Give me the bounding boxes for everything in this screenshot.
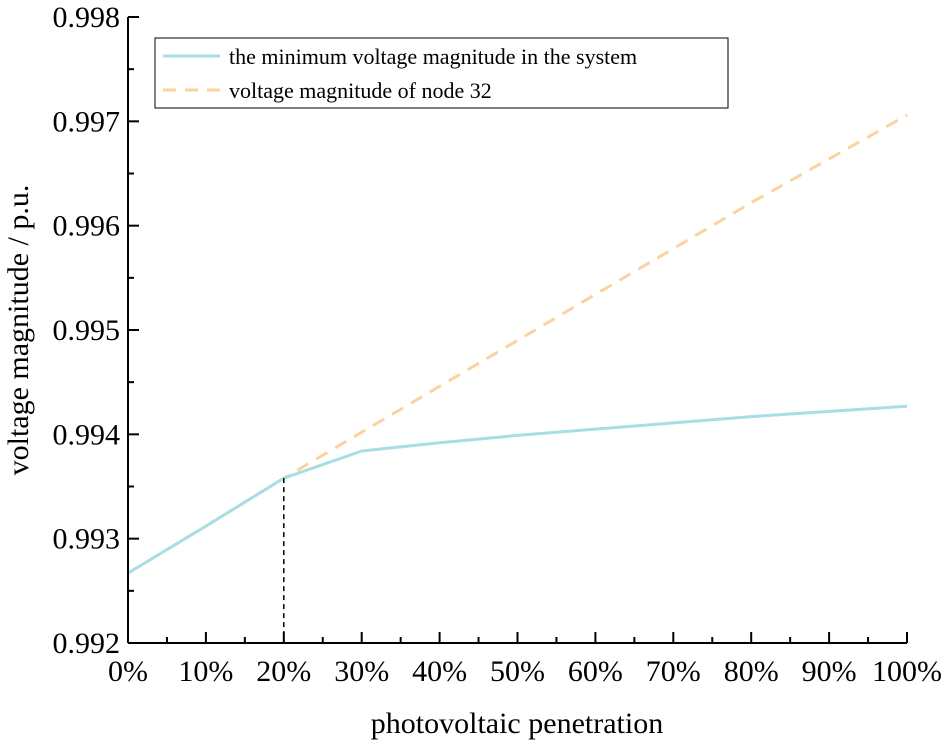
x-tick-label: 40% [412,655,467,688]
x-tick-label: 10% [178,655,233,688]
x-tick-label: 30% [334,655,389,688]
legend-box [154,37,729,109]
x-tick-label: 80% [724,655,779,688]
series-layer [127,113,908,575]
series-node-32-line [127,113,908,575]
legend-label-minimum-voltage: the minimum voltage magnitude in the sys… [229,44,637,69]
y-tick-label: 0.995 [53,314,121,347]
y-tick-label: 0.994 [53,418,121,451]
x-tick-label: 50% [490,655,545,688]
y-tick-label: 0.996 [53,210,121,243]
axes [127,17,907,644]
x-tick-label: 90% [802,655,857,688]
y-tick-label: 0.997 [53,105,121,138]
x-tick-label: 20% [256,655,311,688]
x-tick-label: 60% [568,655,623,688]
series-minimum-voltage-line [127,404,908,575]
legend-label-node-32: voltage magnitude of node 32 [229,78,492,103]
x-tick-label: 70% [646,655,701,688]
y-tick-label: 0.992 [53,627,121,660]
y-tick-label: 0.993 [53,523,121,556]
legend: the minimum voltage magnitude in the sys… [154,37,729,109]
y-tick-label: 0.998 [53,1,121,34]
y-axis-title: voltage magnitude / p.u. [2,185,35,476]
x-axis-title: photovoltaic penetration [371,707,663,740]
ticks: 0% 10% 20% 30% 40% 50% 60% 70% 80% 90% 100% 0.992 0.… [53,1,943,688]
x-tick-label: 100% [872,655,942,688]
x-tick-label: 0% [108,655,148,688]
